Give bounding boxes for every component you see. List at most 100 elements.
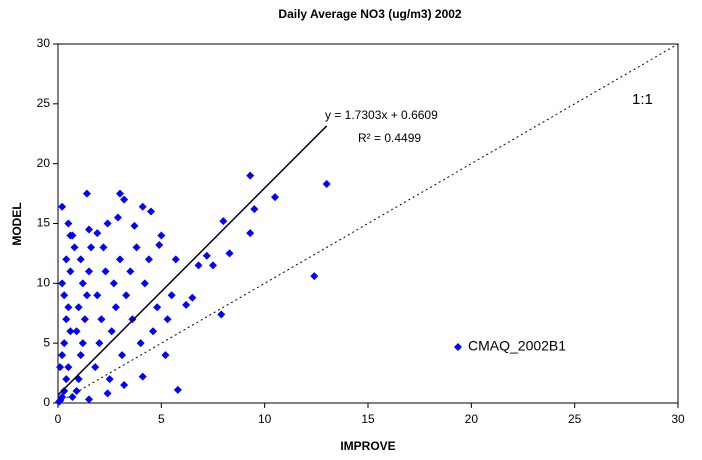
point bbox=[78, 279, 87, 288]
point bbox=[136, 339, 145, 348]
point bbox=[155, 241, 164, 250]
point bbox=[126, 267, 135, 276]
point bbox=[202, 251, 211, 260]
trendline bbox=[57, 125, 328, 396]
point bbox=[76, 255, 85, 264]
point bbox=[147, 207, 155, 216]
point bbox=[58, 351, 67, 360]
point bbox=[68, 231, 77, 240]
point bbox=[74, 303, 83, 312]
x-tick-label: 20 bbox=[465, 412, 479, 426]
point bbox=[113, 213, 122, 222]
point bbox=[153, 303, 162, 312]
x-tick-label: 10 bbox=[258, 412, 272, 426]
point bbox=[93, 291, 102, 300]
point bbox=[68, 393, 77, 402]
x-tick-label: 25 bbox=[568, 412, 582, 426]
point bbox=[62, 315, 71, 324]
y-tick-label: 0 bbox=[43, 395, 50, 409]
point bbox=[138, 202, 147, 211]
point bbox=[64, 219, 73, 228]
point bbox=[58, 393, 67, 402]
y-tick-label: 10 bbox=[37, 276, 51, 290]
point bbox=[116, 189, 124, 198]
point bbox=[82, 291, 91, 300]
point bbox=[120, 195, 129, 204]
point bbox=[225, 249, 234, 258]
chart-title: Daily Average NO3 (ug/m3) 2002 bbox=[278, 7, 462, 21]
point bbox=[72, 327, 81, 336]
point bbox=[140, 279, 149, 288]
point bbox=[66, 267, 75, 276]
point bbox=[99, 243, 108, 252]
point bbox=[70, 243, 79, 252]
point bbox=[271, 193, 279, 202]
x-tick-label: 30 bbox=[671, 412, 685, 426]
point bbox=[82, 189, 91, 198]
legend-marker bbox=[454, 343, 462, 351]
point bbox=[66, 327, 75, 336]
point bbox=[105, 375, 114, 384]
point bbox=[64, 363, 73, 372]
legend-label: CMAQ_2002B1 bbox=[468, 338, 566, 354]
point bbox=[130, 221, 139, 230]
point bbox=[101, 267, 110, 276]
point bbox=[217, 310, 226, 319]
point bbox=[62, 255, 71, 264]
point bbox=[322, 180, 331, 189]
point bbox=[103, 389, 112, 398]
x-tick-label: 15 bbox=[361, 412, 375, 426]
point bbox=[111, 303, 120, 312]
trendline-equation: y = 1.7303x + 0.6609 bbox=[325, 108, 438, 122]
point bbox=[209, 261, 217, 270]
point bbox=[116, 255, 124, 264]
point bbox=[310, 272, 319, 281]
point bbox=[132, 243, 141, 252]
point bbox=[219, 217, 228, 226]
point bbox=[85, 395, 93, 404]
point bbox=[72, 387, 81, 396]
x-tick-label: 5 bbox=[158, 412, 165, 426]
point bbox=[56, 363, 65, 372]
y-tick-label: 30 bbox=[37, 36, 51, 50]
point bbox=[60, 339, 69, 348]
point bbox=[250, 205, 259, 214]
point bbox=[149, 327, 158, 336]
y-tick-label: 20 bbox=[37, 156, 51, 170]
y-tick-label: 25 bbox=[37, 96, 51, 110]
point bbox=[246, 171, 255, 180]
y-tick-label: 5 bbox=[43, 335, 50, 349]
point bbox=[109, 279, 118, 288]
point bbox=[80, 315, 89, 324]
point bbox=[107, 327, 116, 336]
point bbox=[103, 219, 112, 228]
point bbox=[194, 261, 203, 270]
point bbox=[95, 339, 104, 348]
point bbox=[188, 293, 197, 302]
point bbox=[128, 315, 137, 324]
point bbox=[93, 229, 102, 238]
point bbox=[167, 291, 176, 300]
point bbox=[85, 267, 93, 276]
point bbox=[85, 225, 93, 234]
trendline-r2: R² = 0.4499 bbox=[358, 131, 421, 145]
point bbox=[58, 279, 67, 288]
x-tick-label: 0 bbox=[55, 412, 62, 426]
point bbox=[64, 303, 73, 312]
point bbox=[171, 255, 180, 264]
point bbox=[97, 315, 106, 324]
point bbox=[182, 300, 191, 309]
point bbox=[62, 375, 71, 384]
point bbox=[163, 315, 172, 324]
point bbox=[157, 231, 166, 240]
point bbox=[58, 202, 67, 211]
reference-label: 1:1 bbox=[632, 91, 653, 108]
point bbox=[120, 381, 129, 390]
point bbox=[78, 339, 87, 348]
point bbox=[138, 372, 147, 381]
point bbox=[161, 351, 170, 360]
y-tick-label: 15 bbox=[37, 216, 51, 230]
point bbox=[122, 291, 131, 300]
x-axis-label: IMPROVE bbox=[340, 439, 395, 453]
